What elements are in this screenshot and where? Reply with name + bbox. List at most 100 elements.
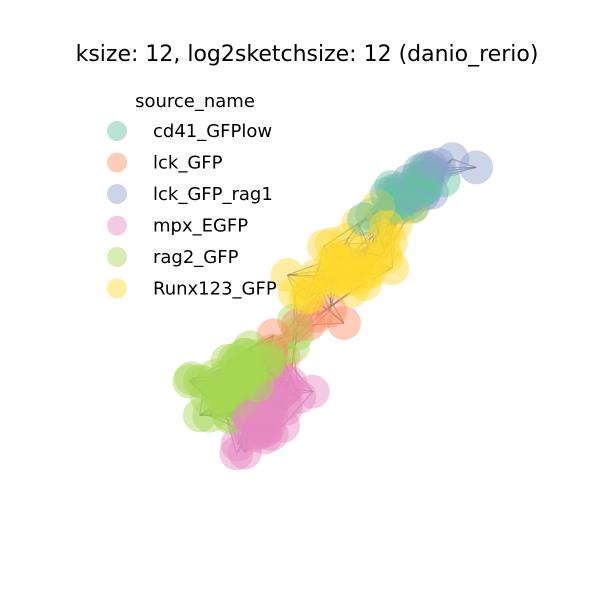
network-edge	[433, 166, 477, 174]
network-edge	[189, 360, 229, 382]
network-edge	[393, 190, 432, 194]
network-edge	[243, 350, 272, 356]
network-node-Runx123_GFP	[369, 209, 404, 244]
network-node-rag2_GFP	[217, 365, 251, 400]
network-node-mpx_EGFP	[268, 371, 303, 406]
network-edge	[258, 364, 269, 389]
network-edge	[244, 433, 273, 454]
network-edge	[199, 374, 239, 382]
network-node-cd41_GFPlow	[404, 161, 439, 196]
network-edge	[286, 274, 296, 294]
network-node-cd41_GFPlow	[369, 177, 404, 212]
network-edge	[292, 293, 296, 347]
network-node-Runx123_GFP	[317, 264, 352, 299]
network-node-rag2_GFP	[174, 361, 209, 396]
network-node-Runx123_GFP	[349, 254, 384, 289]
network-node-mpx_EGFP	[268, 386, 303, 420]
network-node-cd41_GFPlow	[404, 164, 439, 199]
network-node-lck_GFP_rag1	[376, 174, 411, 208]
network-node-Runx123_GFP	[330, 245, 365, 280]
network-node-lck_GFP_rag1	[408, 164, 443, 199]
network-edge	[278, 323, 310, 352]
network-edge	[358, 206, 403, 224]
chart-title: ksize: 12, log2sketchsize: 12 (danio_rer…	[76, 42, 539, 67]
network-edge	[390, 242, 393, 269]
network-edge	[287, 387, 313, 393]
network-node-mpx_EGFP	[248, 395, 283, 430]
network-edge	[305, 277, 360, 299]
network-node-rag2_GFP	[192, 398, 227, 433]
network-node-rag2_GFP	[186, 366, 221, 401]
network-edge	[208, 380, 250, 417]
network-edge	[238, 375, 250, 382]
network-node-lck_GFP_rag1	[397, 166, 432, 201]
network-node-cd41_GFPlow	[426, 163, 461, 198]
network-node-Runx123_GFP	[325, 260, 360, 295]
network-node-lck_GFP_rag1	[399, 179, 434, 214]
network-node-lck_GFP_rag1	[393, 178, 428, 213]
network-node-rag2_GFP	[182, 364, 217, 399]
network-edge	[216, 355, 255, 391]
network-node-rag2_GFP	[241, 371, 276, 406]
network-node-Runx123_GFP	[357, 241, 392, 276]
network-node-rag2_GFP	[212, 397, 246, 432]
network-edge	[189, 380, 230, 416]
network-edge	[309, 295, 331, 312]
network-node-mpx_EGFP	[247, 414, 282, 449]
network-node-Runx123_GFP	[374, 225, 408, 260]
network-edge	[228, 360, 235, 415]
network-node-Runx123_GFP	[323, 251, 358, 286]
network-node-lck_GFP_rag1	[414, 149, 449, 184]
network-edge	[305, 285, 311, 299]
network-edge	[297, 323, 310, 327]
network-edge	[452, 158, 477, 169]
network-node-mpx_EGFP	[254, 417, 289, 451]
network-node-Runx123_GFP	[378, 207, 413, 242]
network-node-mpx_EGFP	[231, 414, 266, 449]
network-edge	[271, 402, 286, 414]
network-edge	[249, 332, 298, 349]
network-node-mpx_EGFP	[241, 415, 276, 450]
network-edge	[377, 193, 424, 208]
network-node-cd41_GFPlow	[374, 170, 409, 205]
network-edge	[233, 359, 258, 409]
network-edge	[249, 347, 252, 377]
edge-layer	[189, 158, 477, 454]
network-node-rag2_GFP	[205, 375, 240, 410]
network-edge	[341, 277, 353, 291]
network-node-rag2_GFP	[208, 379, 243, 414]
network-node-rag2_GFP	[182, 398, 217, 433]
node-layer	[172, 142, 494, 471]
network-node-Runx123_GFP	[292, 269, 327, 303]
network-node-lck_GFP	[327, 306, 361, 340]
network-edge	[338, 260, 341, 269]
network-edge	[287, 274, 309, 294]
network-node-cd41_GFPlow	[382, 172, 417, 207]
legend-marker-5	[107, 278, 127, 299]
network-edge	[334, 222, 359, 259]
network-edge	[397, 177, 418, 199]
network-node-cd41_GFPlow	[409, 171, 443, 206]
network-node-Runx123_GFP	[329, 222, 364, 257]
network-node-mpx_EGFP	[255, 379, 290, 414]
network-node-rag2_GFP	[221, 358, 256, 393]
network-edge	[363, 194, 396, 220]
network-node-rag2_GFP	[221, 345, 256, 380]
network-edge	[394, 188, 401, 195]
network-edge	[431, 158, 453, 168]
legend-label-0: cd41_GFPlow	[153, 121, 272, 142]
network-node-lck_GFP_rag1	[414, 175, 449, 210]
network-node-rag2_GFP	[210, 343, 245, 378]
network-node-rag2_GFP	[217, 343, 252, 378]
network-edge	[363, 193, 387, 220]
network-node-cd41_GFPlow	[403, 173, 438, 208]
network-node-Runx123_GFP	[278, 276, 312, 311]
network-edge	[189, 361, 239, 382]
network-node-lck_GFP_rag1	[406, 177, 441, 212]
network-edge	[323, 245, 353, 291]
network-node-rag2_GFP	[250, 347, 285, 382]
legend-label-3: mpx_EGFP	[153, 216, 248, 237]
network-edge	[297, 322, 345, 327]
network-node-mpx_EGFP	[242, 392, 277, 427]
network-edge	[386, 177, 418, 227]
